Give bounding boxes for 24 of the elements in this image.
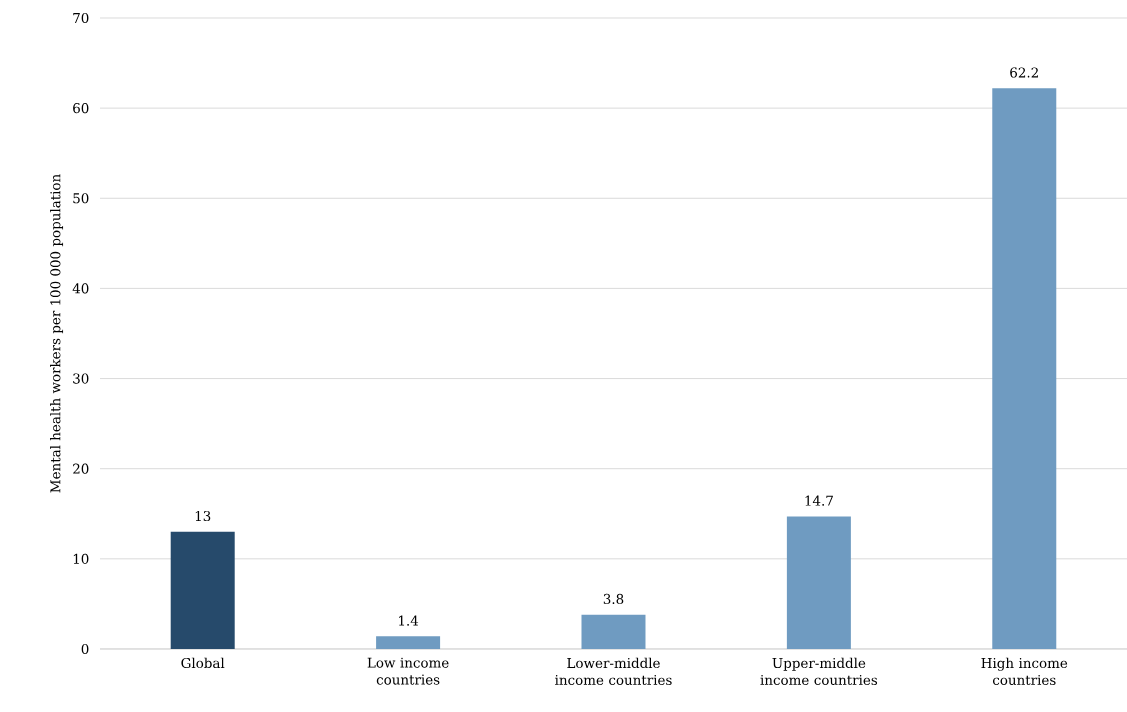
- data-label: 3.8: [603, 593, 624, 605]
- bar: [581, 614, 646, 649]
- bar: [170, 531, 235, 649]
- data-label: 62.2: [1010, 67, 1038, 78]
- y-tick-label: 0: [81, 643, 89, 655]
- y-tick-label: 30: [73, 373, 89, 384]
- data-label: 1.4: [399, 615, 419, 626]
- x-tick-label: Upper-middle income countries: [760, 657, 878, 686]
- bar: [376, 636, 441, 649]
- bar: [992, 88, 1057, 649]
- y-tick-label: 50: [73, 193, 89, 204]
- y-tick-label: 60: [73, 103, 89, 114]
- data-label: 14.7: [805, 495, 833, 506]
- x-tick-label: Low income countries: [367, 657, 449, 685]
- x-tick-label: High income countries: [981, 657, 1068, 686]
- y-tick-label: 20: [73, 463, 89, 474]
- y-axis-title: Mental health workers per 100 000 population: [50, 174, 64, 493]
- data-label: 13: [195, 510, 211, 522]
- x-tick-label: Lower-middle income countries: [555, 657, 672, 686]
- x-tick-label: Global: [181, 657, 225, 669]
- y-tick-label: 40: [72, 283, 89, 294]
- y-tick-label: 70: [73, 12, 89, 24]
- y-tick-label: 10: [73, 553, 89, 564]
- bar: [786, 516, 851, 649]
